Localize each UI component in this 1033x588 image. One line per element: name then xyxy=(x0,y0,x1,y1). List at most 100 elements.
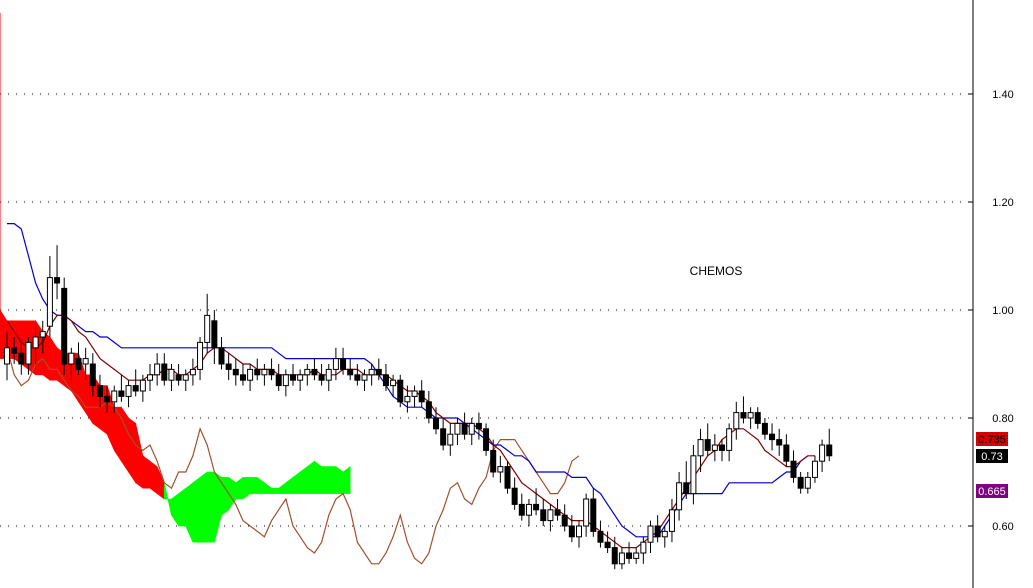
candle-body xyxy=(290,374,296,381)
candle xyxy=(576,520,582,548)
candle-body xyxy=(783,444,790,462)
candle-body xyxy=(819,444,826,462)
candle xyxy=(554,499,561,521)
cloud-segment xyxy=(178,487,187,527)
candle xyxy=(125,380,132,408)
candle xyxy=(811,455,818,483)
candle xyxy=(475,412,482,440)
candle-body xyxy=(668,509,675,532)
candle-body xyxy=(125,385,132,397)
candle xyxy=(597,520,604,548)
price-tag-label: 0.735 xyxy=(978,434,1006,446)
candle-body xyxy=(490,449,497,473)
candle-body xyxy=(726,428,733,451)
candle-body xyxy=(776,439,783,446)
candle xyxy=(511,477,518,510)
candle-body xyxy=(75,358,82,370)
candle xyxy=(454,418,461,445)
candle xyxy=(726,423,733,462)
tick-label: 0.60 xyxy=(992,521,1013,533)
candle xyxy=(461,412,468,440)
candle xyxy=(347,358,354,381)
candle xyxy=(96,374,103,408)
candle-body xyxy=(697,439,704,457)
candle xyxy=(533,488,540,516)
candle xyxy=(633,547,640,564)
candle-body xyxy=(404,395,411,403)
candle-body xyxy=(461,422,468,435)
candle xyxy=(661,526,668,548)
candle xyxy=(4,331,10,381)
price-tag: 0.665 xyxy=(976,484,1008,498)
candle xyxy=(290,364,296,386)
candle xyxy=(769,423,776,451)
candle xyxy=(268,358,275,381)
candle xyxy=(797,472,804,494)
candle-body xyxy=(504,466,511,489)
candle xyxy=(239,364,246,386)
candle-body xyxy=(483,428,490,451)
candle-body xyxy=(354,374,361,381)
candle xyxy=(690,445,697,505)
candle xyxy=(232,358,239,386)
candle-body xyxy=(218,347,225,365)
candle xyxy=(111,385,118,413)
candle xyxy=(490,439,497,478)
candle-body xyxy=(261,368,268,376)
candle-body xyxy=(533,503,540,511)
candle-body xyxy=(511,487,518,505)
candle xyxy=(676,472,683,521)
candle-body xyxy=(611,547,618,565)
candle-body xyxy=(554,509,561,516)
candle-body xyxy=(518,503,525,516)
tick-label: 1.40 xyxy=(992,89,1013,101)
cloud-segment xyxy=(206,471,215,543)
candle xyxy=(340,347,347,375)
candle-body xyxy=(654,525,661,538)
candle-body xyxy=(790,460,797,478)
candle-body xyxy=(618,552,625,565)
candle xyxy=(368,364,375,386)
tick-label: 0.80 xyxy=(992,413,1013,425)
candle-body xyxy=(676,482,683,511)
candle xyxy=(147,364,153,391)
candle xyxy=(247,364,254,391)
candle xyxy=(189,358,196,386)
candle xyxy=(568,515,575,543)
candle-body xyxy=(197,341,204,370)
candle xyxy=(754,407,761,429)
candle-body xyxy=(576,525,582,538)
candle xyxy=(525,499,532,526)
cloud-segment xyxy=(149,460,158,495)
candle-body xyxy=(168,368,175,381)
candle-body xyxy=(54,277,61,284)
candle xyxy=(711,434,718,462)
candle-body xyxy=(447,433,454,446)
candle xyxy=(54,245,61,300)
candle xyxy=(668,499,675,543)
candle-body xyxy=(332,358,339,370)
cloud-segment xyxy=(142,455,151,489)
candle-body xyxy=(525,503,532,516)
candle xyxy=(254,358,261,381)
price-tag-bg xyxy=(976,484,1008,498)
candle-body xyxy=(347,368,354,376)
candle xyxy=(325,364,332,391)
candle xyxy=(118,374,125,402)
candle-body xyxy=(711,444,718,451)
cloud-segment xyxy=(128,417,136,484)
cloud-segment xyxy=(249,477,258,494)
candle-body xyxy=(182,374,189,381)
cloud-segment xyxy=(221,477,229,516)
candle-body xyxy=(275,374,282,387)
candle xyxy=(819,439,826,472)
candle-body xyxy=(82,358,89,365)
candle xyxy=(604,531,611,553)
candle-body xyxy=(161,363,168,381)
candle xyxy=(783,434,790,467)
candle-body xyxy=(826,444,833,457)
candle-body xyxy=(211,320,218,349)
candle-body xyxy=(104,395,111,403)
candle-body xyxy=(804,476,811,489)
candle-body xyxy=(25,341,32,365)
